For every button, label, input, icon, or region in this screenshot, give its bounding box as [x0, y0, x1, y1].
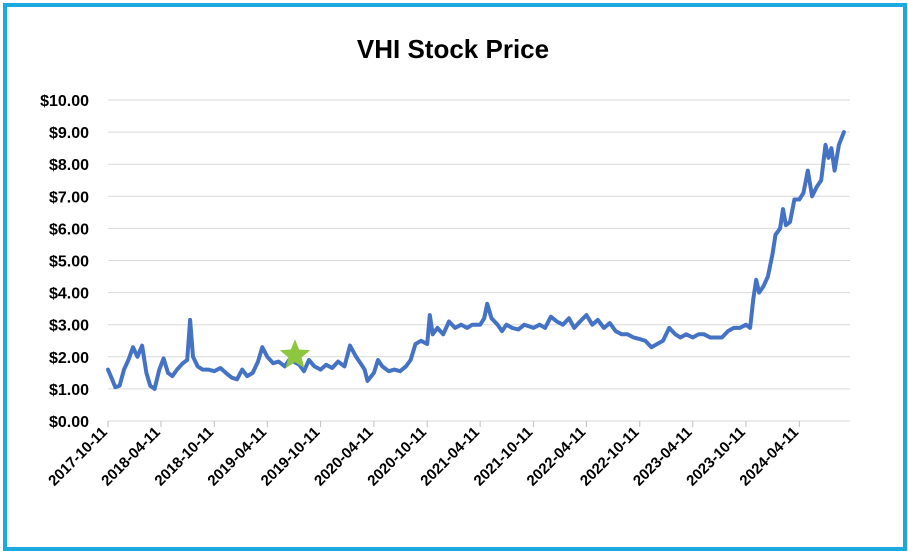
price-series-line — [106, 130, 846, 391]
y-tick-label: $4.00 — [49, 286, 89, 303]
y-tick-label: $1.00 — [49, 382, 89, 399]
chart-frame — [3, 3, 907, 551]
y-tick-label: $10.00 — [40, 93, 89, 110]
gridlines — [108, 99, 850, 422]
x-axis-ticks: 2017-10-112018-04-112018-10-112019-04-11… — [45, 421, 802, 490]
y-tick-label: $2.00 — [49, 350, 89, 367]
chart-title: VHI Stock Price — [357, 34, 549, 64]
y-tick-label: $8.00 — [49, 157, 89, 174]
y-tick-label: $3.00 — [49, 318, 89, 335]
y-axis-ticks: $0.00 $1.00 $2.00 $3.00 $4.00 $5.00 $6.00 $7.00… — [40, 93, 89, 431]
y-tick-label: $5.00 — [49, 254, 89, 271]
star-marker — [279, 339, 311, 369]
y-tick-label: $7.00 — [49, 189, 89, 206]
y-tick-label: $6.00 — [49, 221, 89, 238]
y-tick-label: $9.00 — [49, 125, 89, 142]
y-tick-label: $0.00 — [49, 414, 89, 431]
